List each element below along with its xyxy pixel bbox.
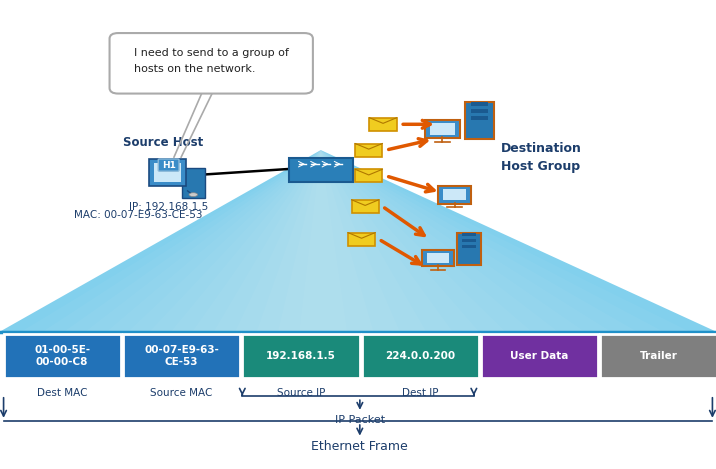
Polygon shape — [0, 150, 716, 332]
FancyBboxPatch shape — [182, 168, 205, 198]
FancyBboxPatch shape — [481, 334, 599, 378]
Text: Destination
Host Group: Destination Host Group — [501, 142, 582, 173]
FancyBboxPatch shape — [471, 102, 488, 106]
Text: Trailer: Trailer — [640, 351, 678, 361]
FancyBboxPatch shape — [123, 334, 240, 378]
FancyBboxPatch shape — [158, 159, 179, 171]
Text: Dest MAC: Dest MAC — [37, 387, 87, 398]
Text: Source IP: Source IP — [276, 387, 325, 398]
Text: IP Packet: IP Packet — [335, 415, 385, 424]
FancyBboxPatch shape — [462, 233, 476, 236]
FancyBboxPatch shape — [348, 233, 375, 246]
FancyBboxPatch shape — [430, 123, 455, 135]
FancyBboxPatch shape — [422, 250, 454, 266]
FancyBboxPatch shape — [425, 120, 460, 138]
FancyBboxPatch shape — [352, 200, 379, 213]
FancyBboxPatch shape — [369, 118, 397, 131]
FancyBboxPatch shape — [110, 33, 313, 94]
Ellipse shape — [189, 193, 198, 197]
Text: 01-00-5E-
00-00-C8: 01-00-5E- 00-00-C8 — [34, 345, 90, 367]
Text: H1: H1 — [162, 160, 175, 170]
Text: Dest IP: Dest IP — [402, 387, 438, 398]
Text: Source Host: Source Host — [123, 136, 203, 149]
FancyBboxPatch shape — [242, 334, 359, 378]
Text: IP: 192.168.1.5: IP: 192.168.1.5 — [130, 202, 208, 212]
FancyBboxPatch shape — [4, 334, 121, 378]
FancyBboxPatch shape — [149, 159, 186, 186]
FancyBboxPatch shape — [465, 102, 494, 139]
Text: 192.168.1.5: 192.168.1.5 — [266, 351, 336, 361]
FancyBboxPatch shape — [462, 239, 476, 242]
FancyBboxPatch shape — [438, 186, 471, 204]
FancyBboxPatch shape — [362, 334, 479, 378]
Text: Source MAC: Source MAC — [150, 387, 213, 398]
FancyBboxPatch shape — [600, 334, 716, 378]
FancyBboxPatch shape — [355, 169, 382, 182]
Text: I need to send to a group of
hosts on the network.: I need to send to a group of hosts on th… — [134, 48, 289, 74]
FancyBboxPatch shape — [471, 116, 488, 120]
Text: 00-07-E9-63-
CE-53: 00-07-E9-63- CE-53 — [144, 345, 219, 367]
FancyBboxPatch shape — [154, 163, 181, 182]
Text: MAC: 00-07-E9-63-CE-53: MAC: 00-07-E9-63-CE-53 — [74, 210, 203, 219]
Text: 224.0.0.200: 224.0.0.200 — [385, 351, 455, 361]
Text: Ethernet Frame: Ethernet Frame — [311, 440, 408, 454]
FancyBboxPatch shape — [471, 109, 488, 113]
FancyBboxPatch shape — [427, 253, 449, 263]
Text: User Data: User Data — [511, 351, 569, 361]
FancyBboxPatch shape — [457, 233, 481, 265]
FancyBboxPatch shape — [289, 158, 353, 182]
FancyBboxPatch shape — [355, 144, 382, 157]
FancyBboxPatch shape — [443, 189, 466, 200]
FancyBboxPatch shape — [462, 245, 476, 248]
